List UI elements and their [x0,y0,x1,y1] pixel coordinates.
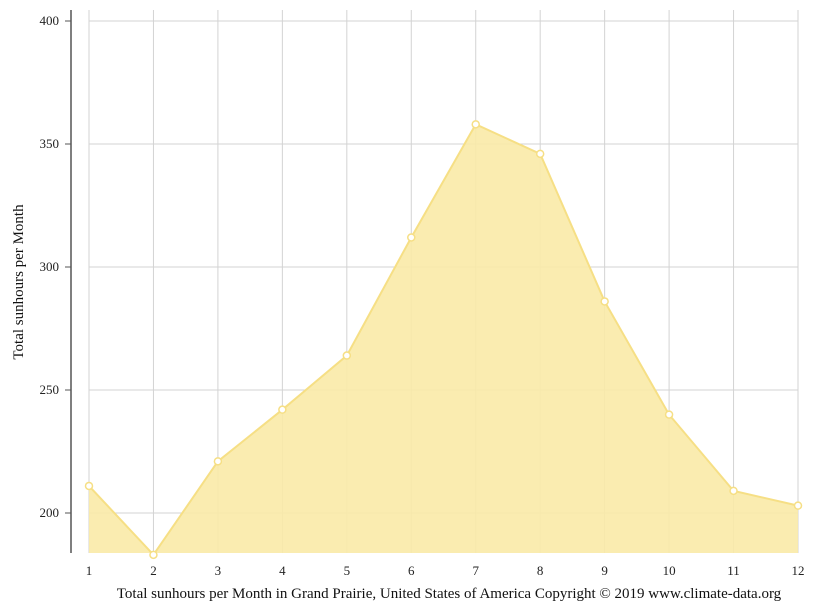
data-point-8 [535,149,545,159]
y-tick-label-300: 300 [40,259,60,274]
x-tick-label-2: 2 [150,563,157,578]
x-tick-label-8: 8 [537,563,544,578]
data-point-1 [84,481,94,491]
sunhours-line [88,123,799,557]
y-tick-label-250: 250 [40,382,60,397]
data-point-4 [278,405,287,414]
x-tick-label-1: 1 [86,563,93,578]
x-tick-label-9: 9 [601,563,608,578]
x-axis-title: Total sunhours per Month in Grand Prairi… [117,586,782,602]
x-axis-ticks: 1 2 3 4 5 6 7 8 9 10 11 12 [86,563,805,578]
data-point-9 [600,297,609,306]
data-points [84,120,803,560]
y-axis-ticks: 200 250 300 350 400 [40,13,71,520]
x-tick-label-6: 6 [408,563,415,578]
y-tick-label-200: 200 [40,505,60,520]
y-tick-label-350: 350 [40,136,60,151]
data-point-7 [471,120,480,129]
data-point-11 [729,486,738,496]
x-tick-label-4: 4 [279,563,286,578]
data-point-3 [213,457,223,466]
x-tick-label-5: 5 [344,563,351,578]
x-tick-label-7: 7 [472,563,479,578]
data-point-10 [664,410,674,419]
x-tick-label-11: 11 [727,563,740,578]
data-point-5 [342,351,352,360]
data-point-12 [793,501,803,510]
sunhours-area [89,124,798,555]
y-tick-label-400: 400 [40,13,60,28]
x-tick-label-10: 10 [663,563,676,578]
x-tick-label-3: 3 [215,563,222,578]
y-axis-title: Total sunhours per Month [11,204,27,360]
data-point-6 [407,233,416,242]
x-tick-label-12: 12 [792,563,805,578]
data-point-2 [149,550,158,560]
